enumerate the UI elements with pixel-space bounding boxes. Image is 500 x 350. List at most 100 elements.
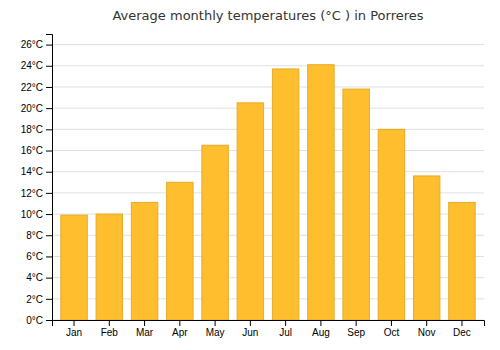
x-tick-mark <box>461 320 462 326</box>
x-tick: Jan <box>66 320 82 338</box>
y-tick: 12°C <box>21 188 52 199</box>
x-tick-label: Nov <box>418 327 436 338</box>
y-tick-mark <box>46 299 52 300</box>
x-tick: Sep <box>347 320 365 338</box>
grid-line <box>52 171 484 172</box>
bar <box>413 176 439 320</box>
y-tick-label: 4°C <box>26 272 43 283</box>
x-tick: Jul <box>279 320 292 338</box>
x-tick-label: Mar <box>136 327 154 338</box>
y-tick-mark <box>46 193 52 194</box>
x-tick: Apr <box>172 320 188 338</box>
x-tick: May <box>206 320 225 338</box>
x-tick-label: Aug <box>312 327 330 338</box>
x-tick: Aug <box>312 320 330 338</box>
grid-line <box>52 65 484 66</box>
x-tick: Oct <box>384 320 400 338</box>
x-tick-label: Sep <box>347 327 365 338</box>
x-tick-mark <box>144 320 145 326</box>
y-tick-label: 2°C <box>26 294 43 305</box>
y-tick-label: 22°C <box>21 82 43 93</box>
y-tick-label: 10°C <box>21 209 43 220</box>
x-tick: Nov <box>418 320 436 338</box>
x-tick: Jun <box>242 320 258 338</box>
y-tick-label: 16°C <box>21 145 43 156</box>
y-axis: 0°C 2°C 4°C 6°C 8°C 10°C 12°C 14°C 16°C 18°C 20°C 2… <box>21 35 53 326</box>
y-tick-mark <box>46 45 52 46</box>
y-tick-label: 6°C <box>26 251 43 262</box>
x-tick: Dec <box>453 320 471 338</box>
y-tick: 24°C <box>21 60 52 71</box>
y-tick-label: 24°C <box>21 60 43 71</box>
bar <box>308 65 334 320</box>
x-tick-label: Dec <box>453 327 471 338</box>
bar <box>237 103 263 320</box>
y-tick-mark <box>46 320 52 321</box>
grid-line <box>52 108 484 109</box>
y-tick: 16°C <box>21 145 52 156</box>
y-tick-mark <box>46 129 52 130</box>
y-tick-label: 18°C <box>21 124 43 135</box>
y-tick-label: 0°C <box>26 315 43 326</box>
x-tick-label: May <box>206 327 225 338</box>
x-tick-label: Feb <box>101 327 119 338</box>
chart: 0°C 2°C 4°C 6°C 8°C 10°C 12°C 14°C 16°C 18°C 20°C 2… <box>0 0 500 350</box>
bar <box>131 202 157 320</box>
x-tick-mark <box>285 320 286 326</box>
x-tick-mark <box>215 320 216 326</box>
y-axis-line <box>46 35 53 321</box>
plot: 0°C 2°C 4°C 6°C 8°C 10°C 12°C 14°C 16°C 18°C 20°C 2… <box>21 35 485 339</box>
y-tick-mark <box>46 151 52 152</box>
y-tick: 20°C <box>21 103 52 114</box>
x-tick-mark <box>391 320 392 326</box>
x-axis-line <box>53 321 485 327</box>
x-tick-mark <box>426 320 427 326</box>
y-tick: 10°C <box>21 209 52 220</box>
bars <box>61 65 475 320</box>
x-tick-mark <box>356 320 357 326</box>
y-tick-label: 8°C <box>26 230 43 241</box>
bar <box>343 89 369 320</box>
x-tick-label: Apr <box>172 327 188 338</box>
y-tick: 18°C <box>21 124 52 135</box>
y-tick-mark <box>46 235 52 236</box>
y-tick-mark <box>46 66 52 67</box>
y-tick: 2°C <box>26 294 52 305</box>
grid-line <box>52 129 484 130</box>
grid-line <box>52 44 484 45</box>
bar <box>449 202 475 320</box>
y-tick-mark <box>46 214 52 215</box>
y-tick-label: 12°C <box>21 188 43 199</box>
y-tick-label: 26°C <box>21 39 43 50</box>
y-tick-mark <box>46 108 52 109</box>
y-tick-label: 14°C <box>21 166 43 177</box>
y-tick: 14°C <box>21 166 52 177</box>
y-tick: 8°C <box>26 230 52 241</box>
y-tick: 6°C <box>26 251 52 262</box>
x-tick-label: Jul <box>279 327 292 338</box>
y-tick: 22°C <box>21 82 52 93</box>
y-tick: 26°C <box>21 39 52 50</box>
grid-line <box>52 150 484 151</box>
bar <box>96 214 122 320</box>
bar <box>167 182 193 320</box>
x-tick: Mar <box>136 320 154 338</box>
y-tick-mark <box>46 87 52 88</box>
x-tick-mark <box>179 320 180 326</box>
x-tick-mark <box>109 320 110 326</box>
bar <box>272 69 298 320</box>
y-tick-mark <box>46 172 52 173</box>
bar <box>202 145 228 320</box>
y-tick-mark <box>46 256 52 257</box>
y-tick-mark <box>46 278 52 279</box>
y-tick-label: 20°C <box>21 103 43 114</box>
bar <box>378 129 404 320</box>
x-tick-label: Jan <box>66 327 82 338</box>
title: Average monthly temperatures (°C ) in Po… <box>112 8 423 23</box>
x-tick: Feb <box>101 320 119 338</box>
y-tick: 0°C <box>26 315 52 326</box>
grid-line <box>52 86 484 87</box>
x-tick-mark <box>74 320 75 326</box>
bar <box>61 215 87 320</box>
y-tick: 4°C <box>26 272 52 283</box>
